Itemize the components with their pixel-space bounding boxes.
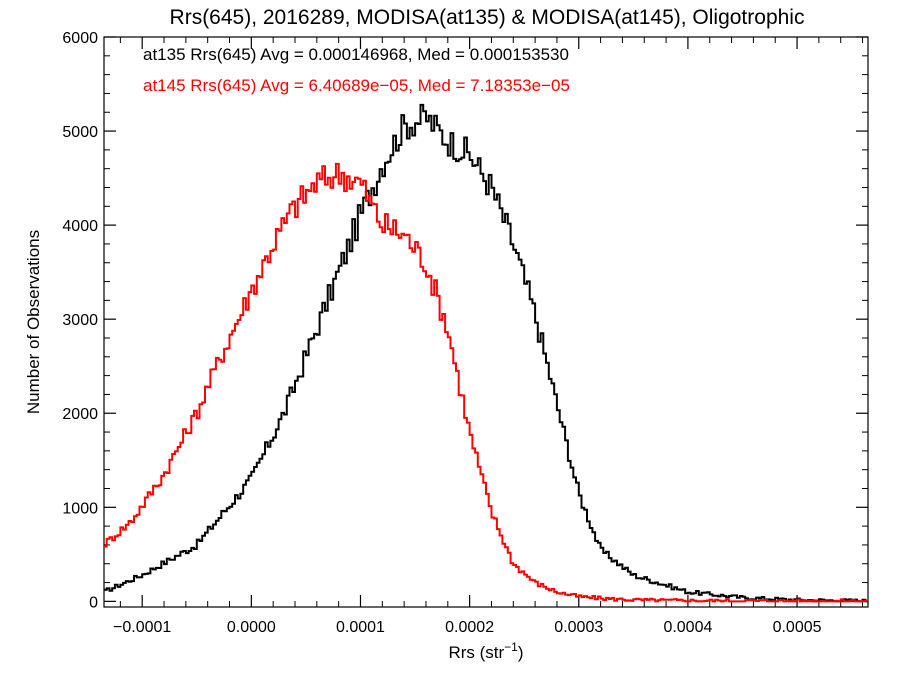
y-tick-label: 5000: [62, 124, 98, 141]
y-tick-labels: 0 1000 2000 3000 4000 5000 6000: [62, 30, 98, 611]
y-tick-label: 1000: [62, 500, 98, 517]
series-at145-line: [104, 162, 868, 603]
annotation-at145: at145 Rrs(645) Avg = 6.40689e−05, Med = …: [143, 76, 570, 95]
y-tick-label: 2000: [62, 406, 98, 423]
y-tick-label: 4000: [62, 218, 98, 235]
x-axis-label-superscript: −1: [504, 640, 518, 654]
annotation-at135: at135 Rrs(645) Avg = 0.000146968, Med = …: [143, 45, 569, 64]
y-axis-label: Number of Observations: [24, 230, 43, 414]
x-tick-label: 0.0000: [227, 619, 276, 636]
y-tick-label: 0: [89, 594, 98, 611]
plot-frame: [103, 36, 869, 608]
y-tick-label: 3000: [62, 312, 98, 329]
x-tick-label: 0.0002: [445, 619, 494, 636]
x-tick-label: −0.0001: [113, 619, 171, 636]
chart-title: Rrs(645), 2016289, MODISA(at135) & MODIS…: [170, 6, 805, 29]
x-tick-label: 0.0005: [773, 619, 822, 636]
x-axis-label: Rrs (str−1): [448, 640, 523, 662]
x-tick-labels: −0.0001 0.0000 0.0001 0.0002 0.0003 0.0004 0.0…: [113, 619, 822, 636]
axis-ticks: [104, 36, 868, 607]
x-axis-label-main: Rrs (str: [448, 643, 504, 662]
x-tick-label: 0.0003: [554, 619, 603, 636]
series-layer: [104, 103, 868, 603]
y-tick-label: 6000: [62, 30, 98, 47]
x-tick-label: 0.0001: [336, 619, 385, 636]
x-tick-label: 0.0004: [663, 619, 712, 636]
series-at135-line: [104, 103, 868, 603]
x-axis-label-close: ): [518, 643, 524, 662]
